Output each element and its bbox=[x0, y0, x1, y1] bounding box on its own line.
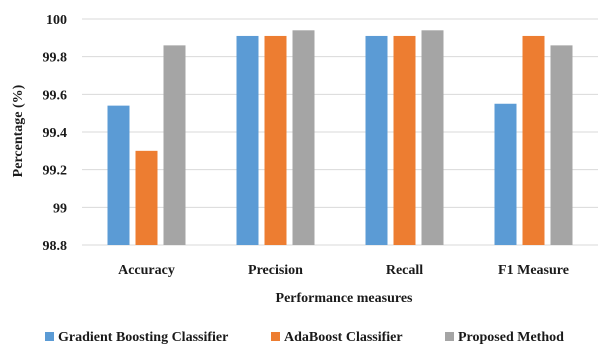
legend-label: Gradient Boosting Classifier bbox=[58, 330, 228, 345]
bar bbox=[236, 35, 259, 246]
bar bbox=[550, 45, 573, 245]
x-axis-categories: Accuracy Precision Recall F1 Measure bbox=[118, 263, 569, 278]
y-axis-title: Percentage (%) bbox=[11, 84, 26, 177]
bar bbox=[163, 45, 186, 245]
bar bbox=[494, 103, 517, 245]
gridlines bbox=[82, 18, 598, 246]
y-tick-label: 99.8 bbox=[43, 51, 68, 66]
y-tick-label: 100 bbox=[46, 13, 67, 28]
legend-swatch bbox=[445, 332, 454, 341]
y-tick-label: 99.2 bbox=[43, 164, 68, 179]
x-category-label: F1 Measure bbox=[498, 263, 569, 278]
y-tick-label: 98.8 bbox=[43, 239, 68, 254]
bar bbox=[365, 35, 388, 246]
bar bbox=[264, 35, 287, 246]
bar bbox=[393, 35, 416, 246]
x-category-label: Recall bbox=[386, 263, 423, 278]
legend-swatch bbox=[271, 332, 280, 341]
bar bbox=[522, 35, 545, 246]
bar bbox=[292, 30, 315, 245]
legend: Gradient Boosting Classifier AdaBoost Cla… bbox=[45, 330, 564, 345]
bar bbox=[107, 105, 130, 245]
y-tick-label: 99.6 bbox=[43, 88, 68, 103]
x-category-label: Precision bbox=[248, 263, 303, 278]
x-axis-title: Performance measures bbox=[276, 291, 414, 306]
bar bbox=[135, 150, 158, 245]
legend-label: Proposed Method bbox=[458, 330, 564, 345]
y-tick-label: 99.4 bbox=[43, 126, 68, 141]
x-category-label: Accuracy bbox=[118, 263, 175, 278]
legend-swatch bbox=[45, 332, 54, 341]
y-tick-label: 99 bbox=[53, 201, 67, 216]
bar bbox=[421, 30, 444, 245]
legend-label: AdaBoost Classifier bbox=[284, 330, 403, 345]
bars bbox=[107, 30, 573, 246]
y-axis-ticks: 98.8 99 99.2 99.4 99.6 99.8 100 bbox=[43, 13, 68, 254]
